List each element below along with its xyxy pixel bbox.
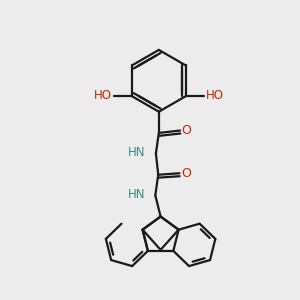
Text: HO: HO (206, 89, 224, 102)
Text: O: O (182, 124, 191, 137)
Text: HN: HN (128, 188, 145, 201)
Text: O: O (181, 167, 191, 180)
Text: HN: HN (128, 146, 146, 159)
Text: HO: HO (93, 89, 111, 102)
